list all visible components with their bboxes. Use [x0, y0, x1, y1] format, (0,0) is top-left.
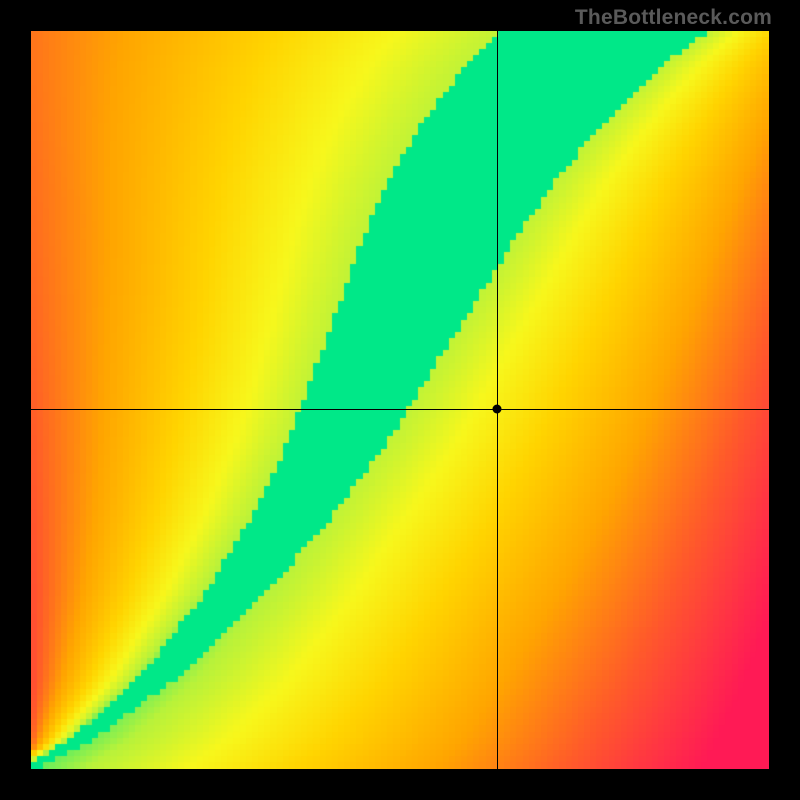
crosshair-marker	[493, 404, 502, 413]
crosshair-horizontal	[31, 409, 769, 410]
heatmap-canvas	[31, 31, 769, 769]
figure-container: TheBottleneck.com	[0, 0, 800, 800]
watermark-text: TheBottleneck.com	[575, 6, 772, 30]
crosshair-vertical	[497, 31, 498, 769]
